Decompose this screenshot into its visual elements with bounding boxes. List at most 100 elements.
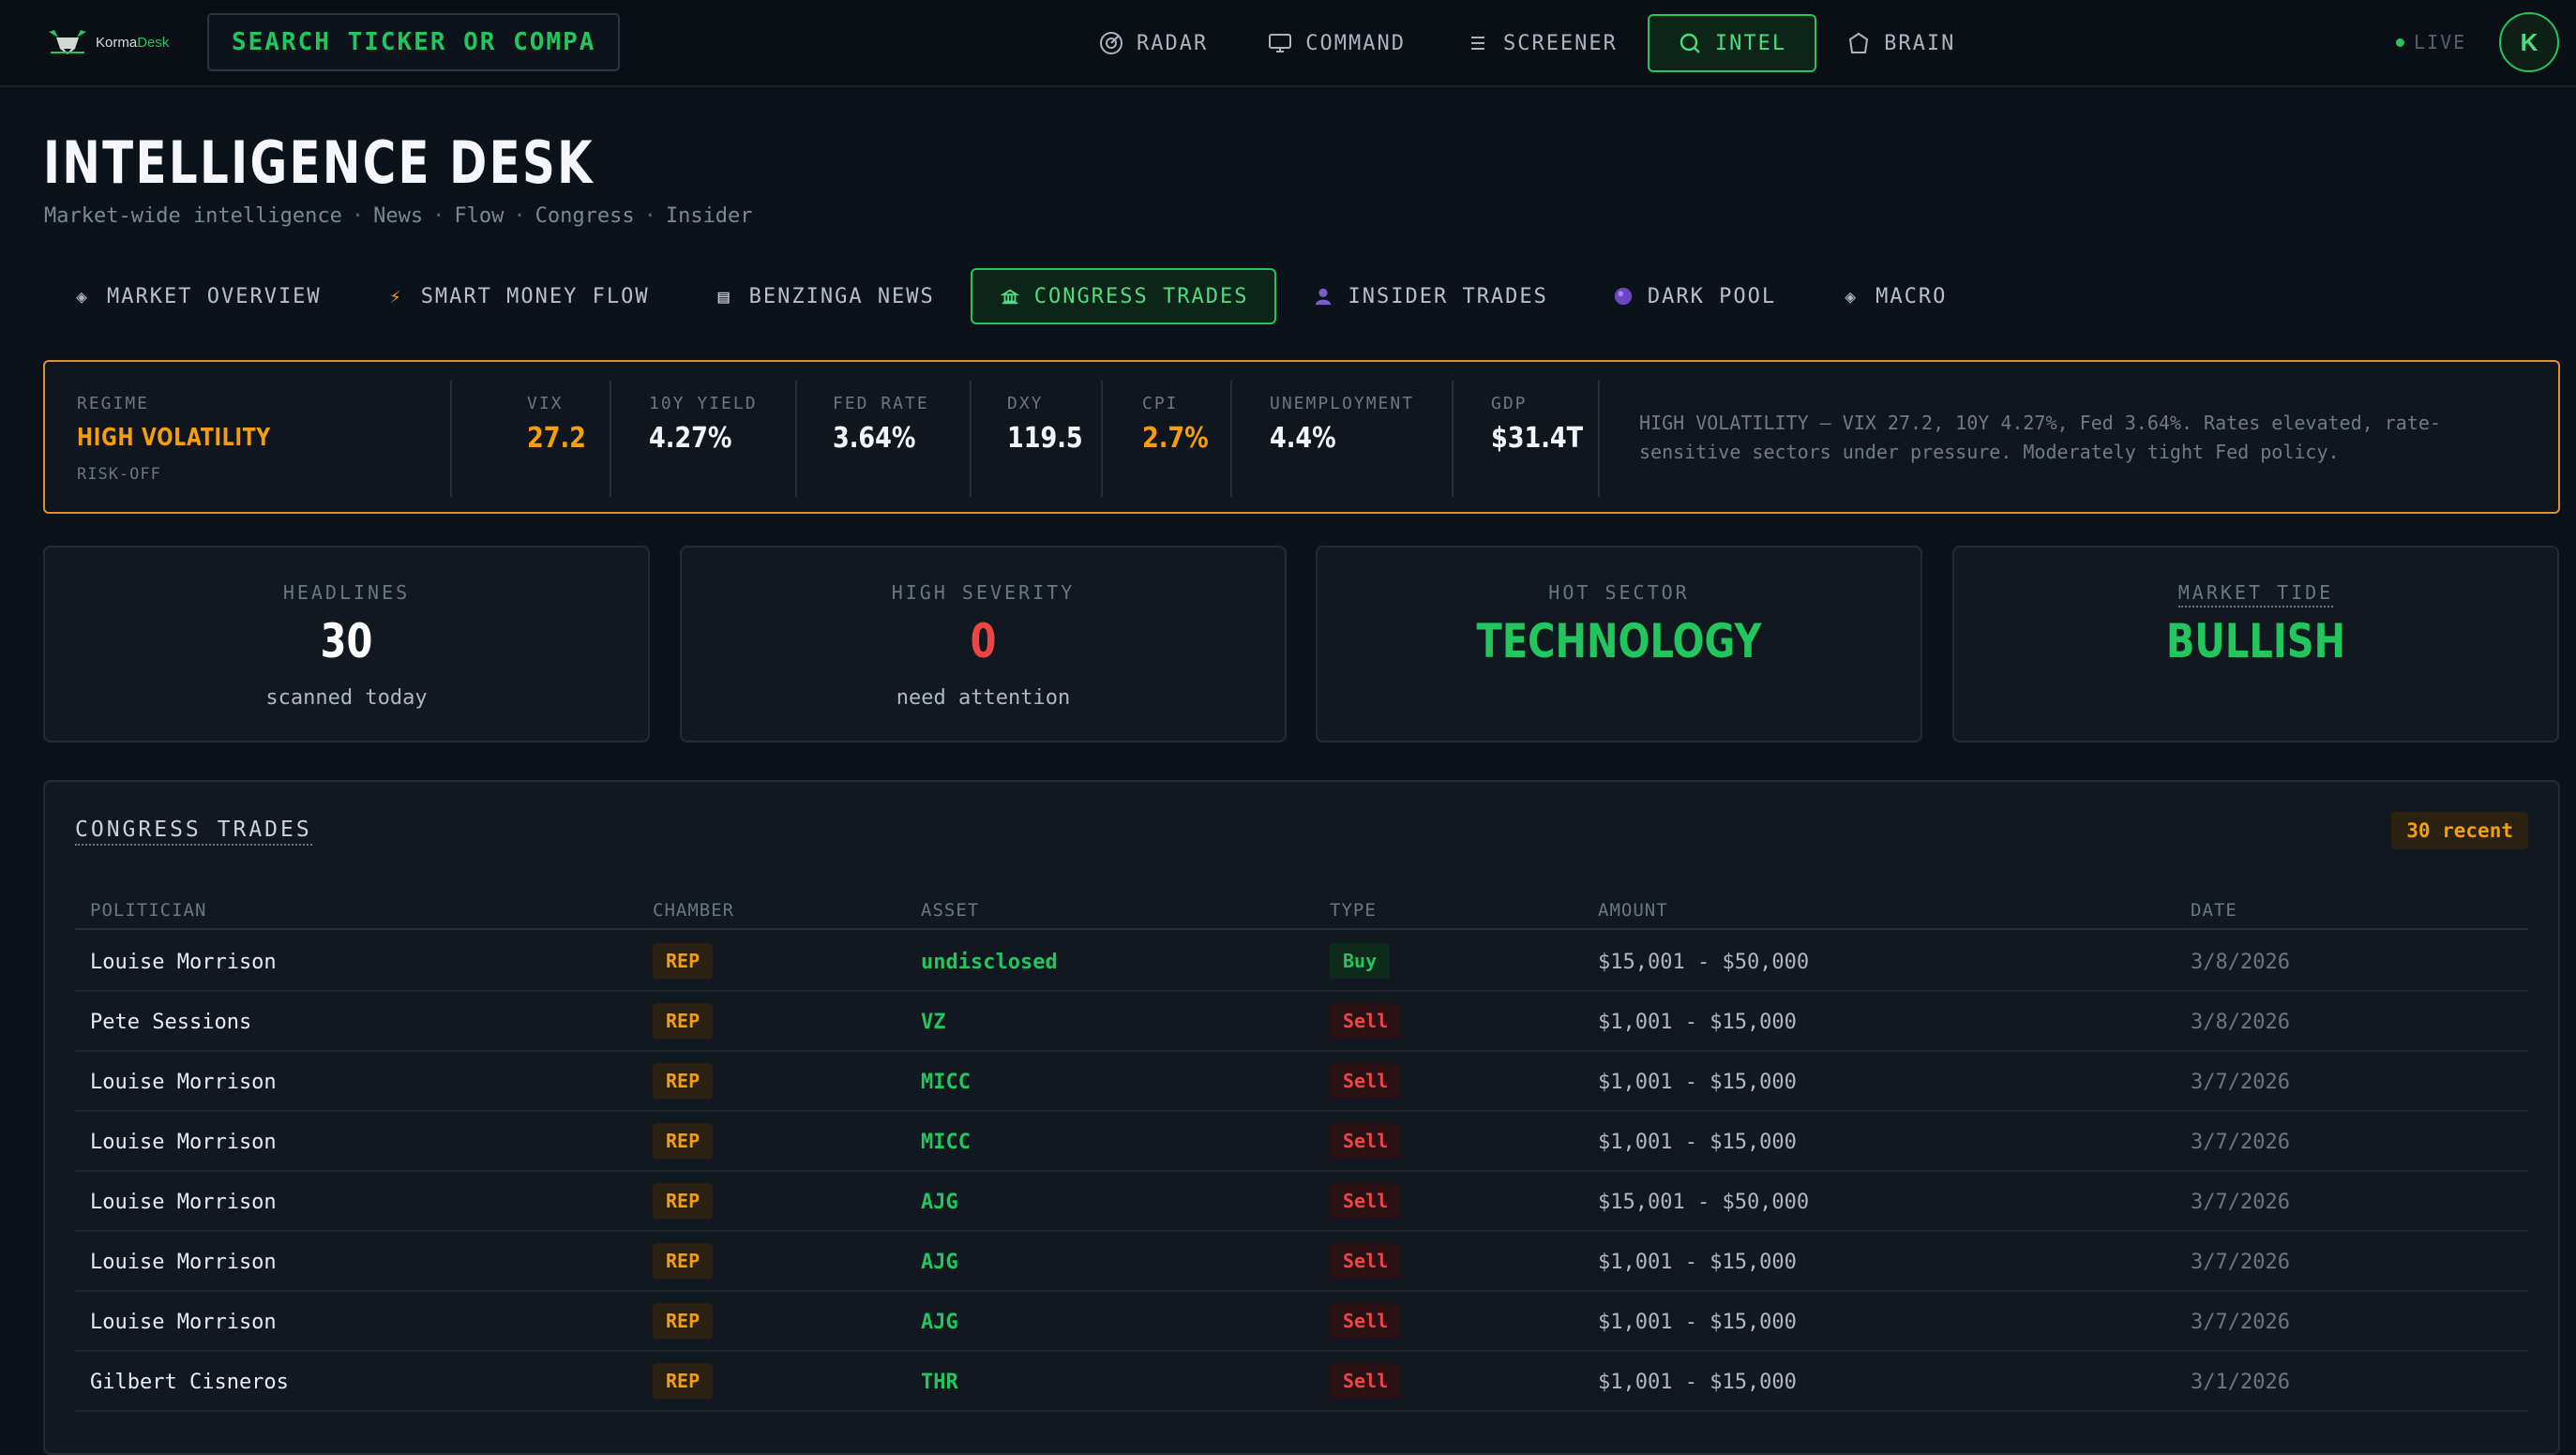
stat-card-market-tide[interactable]: MARKET TIDE BULLISH (1952, 546, 2559, 742)
live-dot-icon (2396, 38, 2404, 47)
asset-ticker-link[interactable]: THR (921, 1371, 958, 1394)
panel-title[interactable]: CONGRESS TRADES (75, 818, 312, 846)
nav-radar-label: RADAR (1137, 31, 1209, 55)
table-row[interactable]: Louise Morrison REP undisclosed Buy $15,001 … (75, 932, 2528, 992)
diamond-icon: ◈ (1845, 285, 1859, 308)
table-row[interactable]: Louise Morrison REP AJG Sell $1,001 - $15,00… (75, 1232, 2528, 1292)
politician-cell: Louise Morrison (90, 1311, 277, 1334)
radar-icon (1100, 32, 1122, 54)
metric-unemployment-label: UNEMPLOYMENT (1270, 394, 1415, 413)
tab-insider-trades[interactable]: INSIDER TRADES (1284, 268, 1575, 324)
column-header[interactable]: ASSET (921, 900, 980, 921)
regime-description: HIGH VOLATILITY — VIX 27.2, 10Y 4.27%, F… (1639, 412, 2441, 463)
chamber-badge: REP (653, 1003, 714, 1039)
column-header[interactable]: TYPE (1330, 900, 1377, 921)
nav-command[interactable]: COMMAND (1238, 14, 1436, 72)
tab-macro[interactable]: ◈ MACRO (1812, 268, 1975, 324)
newspaper-icon: ▤ (717, 285, 731, 308)
search-input[interactable]: SEARCH TICKER OR COMPA (207, 13, 620, 71)
intel-tabs: ◈ MARKET OVERVIEW ⚡ SMART MONEY FLOW ▤ B… (43, 268, 1975, 324)
trade-type-badge: Sell (1330, 1123, 1402, 1159)
asset-ticker-link[interactable]: AJG (921, 1251, 958, 1274)
table-row[interactable]: Louise Morrison REP MICC Sell $1,001 - $15,0… (75, 1052, 2528, 1112)
column-header[interactable]: POLITICIAN (90, 900, 207, 921)
main-nav: RADAR COMMAND SCREENER INTEL BRAIN (1069, 14, 1985, 72)
tab-label: BENZINGA NEWS (748, 284, 935, 308)
regime-sub: RISK-OFF (77, 465, 161, 484)
divider (450, 381, 452, 497)
table-row[interactable]: Gilbert Cisneros REP THR Sell $1,001 - $15,0… (75, 1352, 2528, 1412)
chamber-badge: REP (653, 1303, 714, 1339)
nav-radar[interactable]: RADAR (1069, 14, 1238, 72)
chamber-badge: REP (653, 1243, 714, 1279)
regime-label: REGIME (77, 394, 150, 413)
tab-label: SMART MONEY FLOW (420, 284, 650, 308)
column-header[interactable]: CHAMBER (653, 900, 735, 921)
tab-dark-pool[interactable]: DARK POOL (1584, 268, 1804, 324)
politician-cell: Louise Morrison (90, 951, 277, 974)
person-icon (1312, 285, 1334, 308)
app-logo[interactable]: KormaDesk (47, 26, 169, 58)
subtitle-part: News (373, 204, 424, 228)
tab-smart-money-flow[interactable]: ⚡ SMART MONEY FLOW (357, 268, 678, 324)
nav-command-label: COMMAND (1305, 31, 1406, 55)
table-row[interactable]: Louise Morrison REP MICC Sell $1,001 - $15,0… (75, 1112, 2528, 1172)
nav-screener-label: SCREENER (1502, 31, 1618, 55)
metric-unemployment-value: 4.4% (1270, 422, 1336, 455)
monitor-icon (1269, 34, 1292, 52)
stat-sub: need attention (896, 686, 1071, 710)
stat-label: HEADLINES (282, 581, 411, 604)
top-nav-bar: KormaDesk SEARCH TICKER OR COMPA RADAR C… (0, 0, 2576, 87)
trade-type-badge: Sell (1330, 1063, 1402, 1099)
table-row[interactable]: Louise Morrison REP AJG Sell $15,001 - $50,0… (75, 1172, 2528, 1232)
nav-screener[interactable]: SCREENER (1436, 14, 1648, 72)
amount-cell: $1,001 - $15,000 (1598, 1251, 1797, 1274)
politician-cell: Louise Morrison (90, 1071, 277, 1094)
date-cell: 3/7/2026 (2191, 1251, 2290, 1274)
tab-congress-trades[interactable]: CONGRESS TRADES (970, 268, 1277, 324)
column-header[interactable]: DATE (2191, 900, 2237, 921)
diamond-icon: ◈ (75, 285, 90, 308)
tab-market-overview[interactable]: ◈ MARKET OVERVIEW (43, 268, 350, 324)
nav-intel-label: INTEL (1714, 31, 1787, 55)
stat-value: BULLISH (2165, 614, 2346, 668)
asset-ticker-link[interactable]: MICC (921, 1131, 971, 1154)
date-cell: 3/1/2026 (2191, 1371, 2290, 1394)
regime-panel: REGIME HIGH VOLATILITY RISK-OFF VIX 27.2… (43, 360, 2560, 514)
metric-vix-label: VIX (527, 394, 564, 413)
table-row[interactable]: Louise Morrison REP AJG Sell $1,001 - $15,00… (75, 1292, 2528, 1352)
subtitle-separator: · (432, 204, 445, 228)
amount-cell: $1,001 - $15,000 (1598, 1131, 1797, 1154)
nav-brain-label: BRAIN (1884, 31, 1956, 55)
nav-brain[interactable]: BRAIN (1816, 14, 1985, 72)
date-cell: 3/7/2026 (2191, 1191, 2290, 1214)
metric-gdp-label: GDP (1491, 394, 1528, 413)
amount-cell: $1,001 - $15,000 (1598, 1011, 1797, 1034)
stat-card-high-severity: HIGH SEVERITY 0 need attention (680, 546, 1287, 742)
metric-gdp-value: $31.4T (1491, 422, 1584, 455)
metric-dxy-value: 119.5 (1007, 422, 1083, 455)
chamber-badge: REP (653, 1123, 714, 1159)
asset-ticker-link[interactable]: AJG (921, 1191, 958, 1214)
nav-intel[interactable]: INTEL (1647, 14, 1817, 72)
live-indicator: LIVE (2396, 31, 2466, 53)
chamber-badge: REP (653, 1363, 714, 1399)
column-header[interactable]: AMOUNT (1598, 900, 1668, 921)
trade-type-badge: Sell (1330, 1363, 1402, 1399)
brain-icon (1849, 32, 1869, 53)
tab-benzinga-news[interactable]: ▤ BENZINGA NEWS (685, 268, 963, 324)
asset-ticker-link[interactable]: undisclosed (921, 951, 1058, 974)
asset-ticker-link[interactable]: MICC (921, 1071, 971, 1094)
date-cell: 3/8/2026 (2191, 1011, 2290, 1034)
table-row[interactable]: Pete Sessions REP VZ Sell $1,001 - $15,000 3/… (75, 992, 2528, 1052)
asset-ticker-link[interactable]: VZ (921, 1011, 946, 1034)
metric-10y-label: 10Y YIELD (649, 394, 758, 413)
recent-count-badge: 30 recent (2391, 812, 2528, 849)
tab-label: CONGRESS TRADES (1033, 284, 1249, 308)
stat-label: MARKET TIDE (1954, 581, 2557, 608)
politician-cell: Gilbert Cisneros (90, 1371, 289, 1394)
stat-label: HIGH SEVERITY (891, 581, 1076, 604)
asset-ticker-link[interactable]: AJG (921, 1311, 958, 1334)
divider (1598, 381, 1600, 497)
user-avatar[interactable]: K (2499, 12, 2559, 72)
